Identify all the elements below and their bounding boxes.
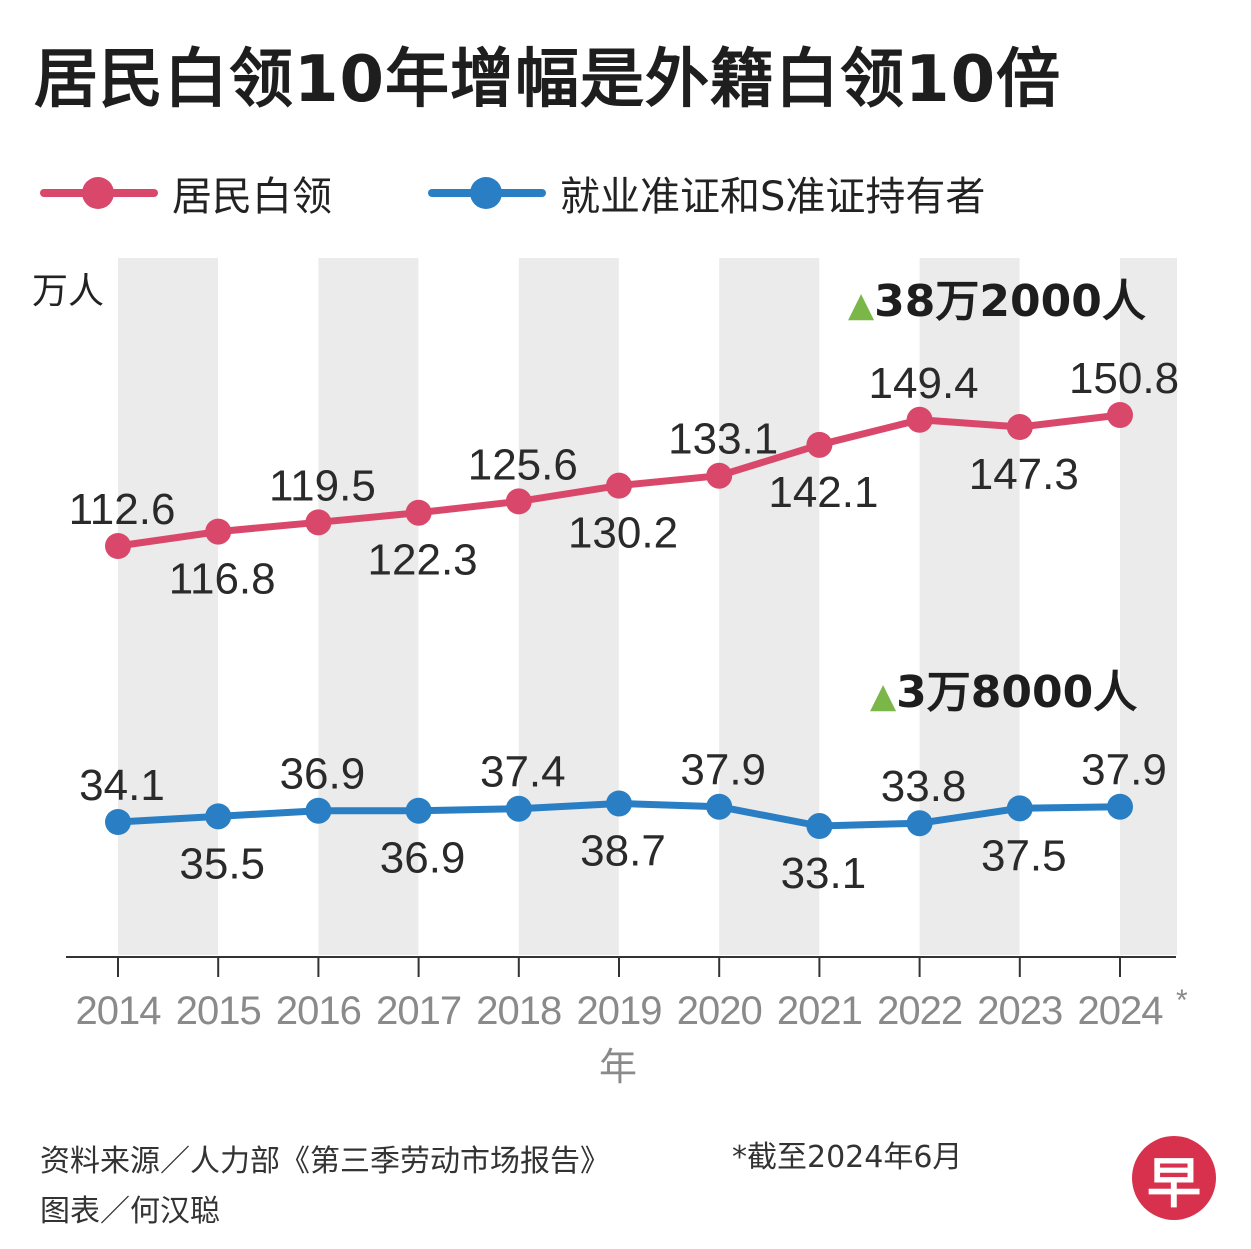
data-label-pass-holder: 38.7 [580,827,666,876]
change-annotation-pass-holder: ▲3万8000人 [870,667,1137,718]
data-label-resident: 147.3 [969,450,1079,499]
x-tick-label: 2021 [777,989,862,1033]
data-point-resident [205,518,232,545]
grid-band [518,258,619,955]
legend-swatch-resident [40,165,158,221]
x-tick-label: 2015 [176,989,261,1033]
x-tick-label: 2018 [476,989,561,1033]
grid-band [1120,258,1177,955]
x-tick-label: 2022 [877,989,962,1033]
data-label-pass-holder: 37.9 [1081,746,1167,795]
data-label-resident: 122.3 [368,536,478,585]
data-point-resident [606,472,632,499]
footnote: *截至2024年6月 [732,1140,963,1175]
data-label-pass-holder: 33.1 [781,849,867,898]
data-label-resident: 125.6 [468,440,578,489]
data-point-pass-holder [906,810,933,837]
legend-swatch-pass-holder [428,165,546,221]
data-point-resident [706,462,733,489]
data-point-resident [906,406,933,433]
x-tick-label: 2019 [577,989,662,1033]
data-label-resident: 133.1 [668,415,778,464]
change-annotation-value: 38万2000人 [874,276,1146,327]
x-tick-label: 2020 [677,989,762,1033]
data-point-pass-holder [806,813,833,840]
chart-title: 居民白领10年增幅是外籍白领10倍 [34,43,1062,117]
x-tick-label: 2014 [76,989,162,1033]
data-label-pass-holder: 36.9 [280,750,366,799]
grid-band [318,258,419,955]
x-tick-label: 2017 [376,989,461,1033]
increase-triangle-icon: ▲ [848,285,875,325]
data-point-resident [1006,414,1033,441]
legend-item-resident: 居民白领 [40,165,332,221]
data-label-pass-holder: 33.8 [881,762,967,811]
data-label-resident: 142.1 [768,468,878,517]
data-point-pass-holder [1006,795,1033,822]
legend-label-pass-holder: 就业准证和S准证持有者 [560,174,986,220]
data-point-pass-holder [606,790,632,817]
data-point-resident [806,431,833,458]
x-tick-label: 2016 [276,989,361,1033]
data-label-pass-holder: 37.4 [480,748,566,797]
data-point-resident [305,509,332,536]
data-point-pass-holder [405,797,432,824]
data-label-pass-holder: 37.9 [680,746,766,795]
data-point-resident [405,499,432,526]
x-tick-label: 2023 [977,989,1062,1033]
zaobao-logo: 早 [1132,1136,1216,1220]
data-point-pass-holder [706,793,733,820]
data-point-resident [1107,402,1133,428]
data-label-resident: 112.6 [69,485,176,534]
data-point-pass-holder [505,795,532,822]
x-tick-footnote-mark: * [1176,984,1188,1017]
change-annotation-value: 3万8000人 [896,667,1137,718]
x-axis-title: 年 [599,1045,637,1089]
grid-band [719,258,820,955]
y-axis-unit-label: 万人 [32,271,105,312]
data-label-pass-holder: 34.1 [79,761,165,810]
legend-item-pass-holder: 就业准证和S准证持有者 [428,165,985,221]
data-point-pass-holder [105,809,131,835]
data-label-resident: 149.4 [869,359,979,408]
data-label-resident: 116.8 [169,555,276,604]
data-label-pass-holder: 35.5 [179,839,265,888]
data-point-pass-holder [305,797,332,824]
legend-label-resident: 居民白领 [172,174,332,220]
grid-band [118,258,218,955]
grid-band [919,258,1020,955]
x-tick-label: 2024 [1078,989,1164,1033]
graphic-credit: 图表／何汉聪 [40,1194,220,1229]
data-label-resident: 150.8 [1069,354,1179,403]
data-point-pass-holder [205,803,232,830]
data-point-pass-holder [1107,793,1133,820]
source-credit: 资料来源／人力部《第三季劳动市场报告》 [40,1144,610,1179]
increase-triangle-icon: ▲ [870,676,897,716]
data-label-resident: 119.5 [269,461,376,510]
data-label-pass-holder: 36.9 [380,834,466,883]
data-point-resident [105,533,131,559]
data-point-resident [505,488,532,515]
data-label-resident: 130.2 [568,509,678,558]
change-annotation-resident: ▲38万2000人 [848,276,1146,327]
data-label-pass-holder: 37.5 [981,831,1067,880]
